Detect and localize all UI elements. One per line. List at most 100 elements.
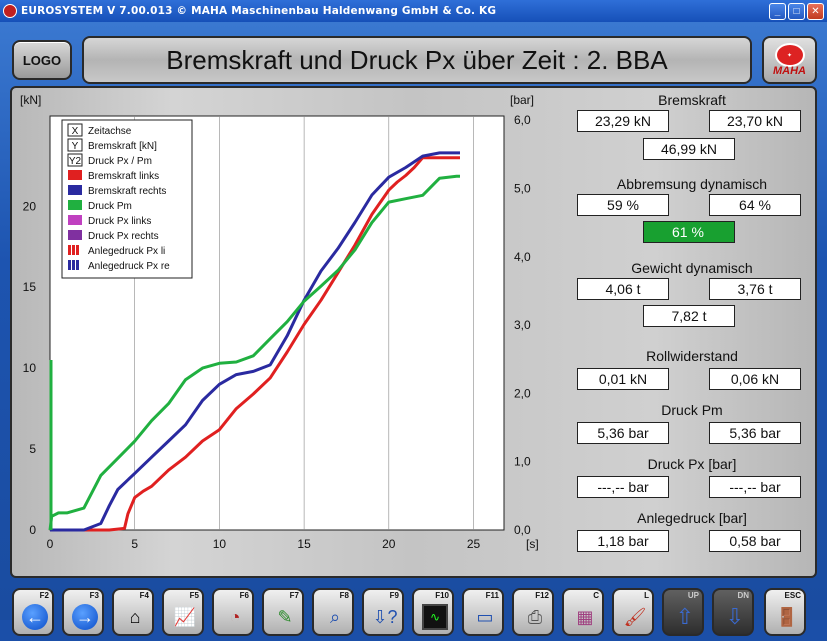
l-label: L — [644, 591, 649, 600]
y2-tick-label: 5,0 — [514, 181, 531, 195]
logo-button[interactable]: LOGO — [12, 40, 72, 80]
legend-swatch — [68, 170, 82, 180]
legend-dashed-swatch — [72, 260, 75, 270]
x-tick-label: 20 — [382, 537, 396, 551]
f11-label: F11 — [485, 591, 499, 600]
rollwiderstand-left-value: 0,01 kN — [577, 368, 669, 390]
exit-door-icon: 🚪 — [775, 606, 799, 627]
f9-label: F9 — [389, 591, 399, 600]
f9-help-button[interactable]: F9 ⇩? — [362, 588, 404, 636]
f4-home-button[interactable]: F4 ⌂ — [112, 588, 154, 636]
restore-button[interactable]: □ — [788, 2, 805, 20]
gewicht-title: Gewicht dynamisch — [631, 260, 753, 276]
x-tick-label: 0 — [47, 537, 54, 551]
legend-label: Druck Px links — [88, 216, 151, 227]
x-axis-label: [s] — [526, 537, 539, 551]
x-tick-label: 10 — [213, 537, 227, 551]
f7-edit-button[interactable]: F7 ✎ — [262, 588, 304, 636]
legend-marker-box — [67, 138, 83, 152]
gewicht-right-value: 3,76 t — [709, 278, 801, 300]
esc-label: ESC — [784, 591, 801, 600]
f10-label: F10 — [435, 591, 449, 600]
f10-monitor-button[interactable]: F10 ∿ — [412, 588, 454, 636]
f2-back-button[interactable]: F2 ← — [12, 588, 54, 636]
f6-measure-button[interactable]: F6 ◔ — [212, 588, 254, 636]
bremskraft-right-value: 23,70 kN — [709, 110, 801, 132]
legend-label: Druck Px rechts — [88, 231, 159, 242]
help-download-icon: ⇩? — [372, 606, 398, 627]
f8-zoom-button[interactable]: F8 ⌕ — [312, 588, 354, 636]
y2-tick-label: 6,0 — [514, 113, 531, 127]
f6-label: F6 — [239, 591, 249, 600]
legend-label: Zeitachse — [88, 126, 132, 137]
window-icon: ▭ — [476, 606, 494, 627]
f2-label: F2 — [39, 591, 49, 600]
y2-tick-label: 3,0 — [514, 318, 531, 332]
abbremsung-total-value: 61 % — [643, 221, 735, 243]
up-button[interactable]: UP ⇧ — [662, 588, 704, 636]
f5-label: F5 — [189, 591, 199, 600]
maha-logo-button[interactable]: ✦ MAHA — [762, 36, 817, 84]
f4-label: F4 — [139, 591, 149, 600]
magnifier-icon: ⌕ — [329, 606, 341, 627]
series-line-bremskraft-links — [50, 156, 460, 532]
x-tick-label: 25 — [467, 537, 481, 551]
x-tick-label: 5 — [131, 537, 138, 551]
druck-pm-title: Druck Pm — [661, 402, 723, 418]
f3-forward-button[interactable]: F3 → — [62, 588, 104, 636]
c-grid-button[interactable]: C ▦ — [562, 588, 604, 636]
f12-print-button[interactable]: F12 ⎙ — [512, 588, 554, 636]
app-frame: LOGO Bremskraft und Druck Px über Zeit :… — [0, 22, 827, 636]
f5-graph-button[interactable]: F5 📈 — [162, 588, 204, 636]
grid-icon: ▦ — [576, 606, 594, 627]
legend-marker-text: X — [72, 126, 79, 137]
oscilloscope-icon: ∿ — [422, 604, 448, 630]
f11-window-button[interactable]: F11 ▭ — [462, 588, 504, 636]
y-tick-label: 20 — [23, 199, 37, 213]
function-key-toolbar: F2 ← F3 → F4 ⌂ F5 📈 F6 ◔ F7 ✎ F8 ⌕ F9 ⇩? F10 ∿ F1… — [8, 585, 819, 641]
legend-swatch — [68, 200, 82, 210]
legend-dashed-swatch — [72, 245, 75, 255]
legend-label: Druck Px / Pm — [88, 156, 152, 167]
down-button[interactable]: DN ⇩ — [712, 588, 754, 636]
chart-legend — [61, 119, 193, 279]
brush-icon: 🖌 — [623, 606, 647, 627]
minimize-button[interactable]: _ — [769, 2, 786, 20]
c-label: C — [593, 591, 599, 600]
abbremsung-left-value: 59 % — [577, 194, 669, 216]
pencil-icon: ✎ — [277, 606, 293, 627]
maha-emblem-icon: ✦ — [774, 43, 805, 67]
dn-label: DN — [737, 591, 749, 600]
druck-px-left-value: ---,-- bar — [577, 476, 669, 498]
druck-px-title: Druck Px [bar] — [647, 456, 737, 472]
druck-pm-right-value: 5,36 bar — [709, 422, 801, 444]
y2-tick-label: 4,0 — [514, 250, 531, 264]
y-tick-label: 10 — [23, 361, 37, 375]
l-settings-button[interactable]: L 🖌 — [612, 588, 654, 636]
legend-dashed-swatch — [76, 245, 79, 255]
abbremsung-right-value: 64 % — [709, 194, 801, 216]
bremskraft-title: Bremskraft — [658, 92, 726, 108]
legend-marker-box — [67, 123, 83, 137]
f3-label: F3 — [89, 591, 99, 600]
legend-dashed-swatch — [76, 260, 79, 270]
app-icon — [3, 4, 17, 18]
arrow-right-icon: → — [72, 604, 98, 630]
header: LOGO Bremskraft und Druck Px über Zeit :… — [10, 32, 817, 88]
y2-tick-label: 2,0 — [514, 386, 531, 400]
legend-label: Anlegedruck Px li — [88, 246, 165, 257]
arrow-down-icon: ⇩ — [725, 604, 745, 629]
y2-tick-label: 0,0 — [514, 523, 531, 537]
close-button[interactable]: ✕ — [807, 2, 824, 20]
printer-icon: ⎙ — [527, 606, 543, 627]
values-panel: Bremskraft 23,29 kN 23,70 kN 46,99 kN Ab… — [567, 88, 817, 578]
series-line-bremskraft-rechts — [50, 151, 460, 532]
abbremsung-title: Abbremsung dynamisch — [616, 176, 768, 192]
f12-label: F12 — [535, 591, 549, 600]
rollwiderstand-title: Rollwiderstand — [646, 348, 738, 364]
gauge-icon: ◔ — [229, 606, 241, 627]
main-panel: 0 5 10 15 20 25 0 5 10 15 20 0,0 1,0 2,0 3,0 4,0 5,0 6,0 [… — [10, 86, 817, 578]
esc-exit-button[interactable]: ESC 🚪 — [764, 588, 806, 636]
legend-label: Anlegedruck Px re — [88, 261, 170, 272]
anlegedruck-right-value: 0,58 bar — [709, 530, 801, 552]
